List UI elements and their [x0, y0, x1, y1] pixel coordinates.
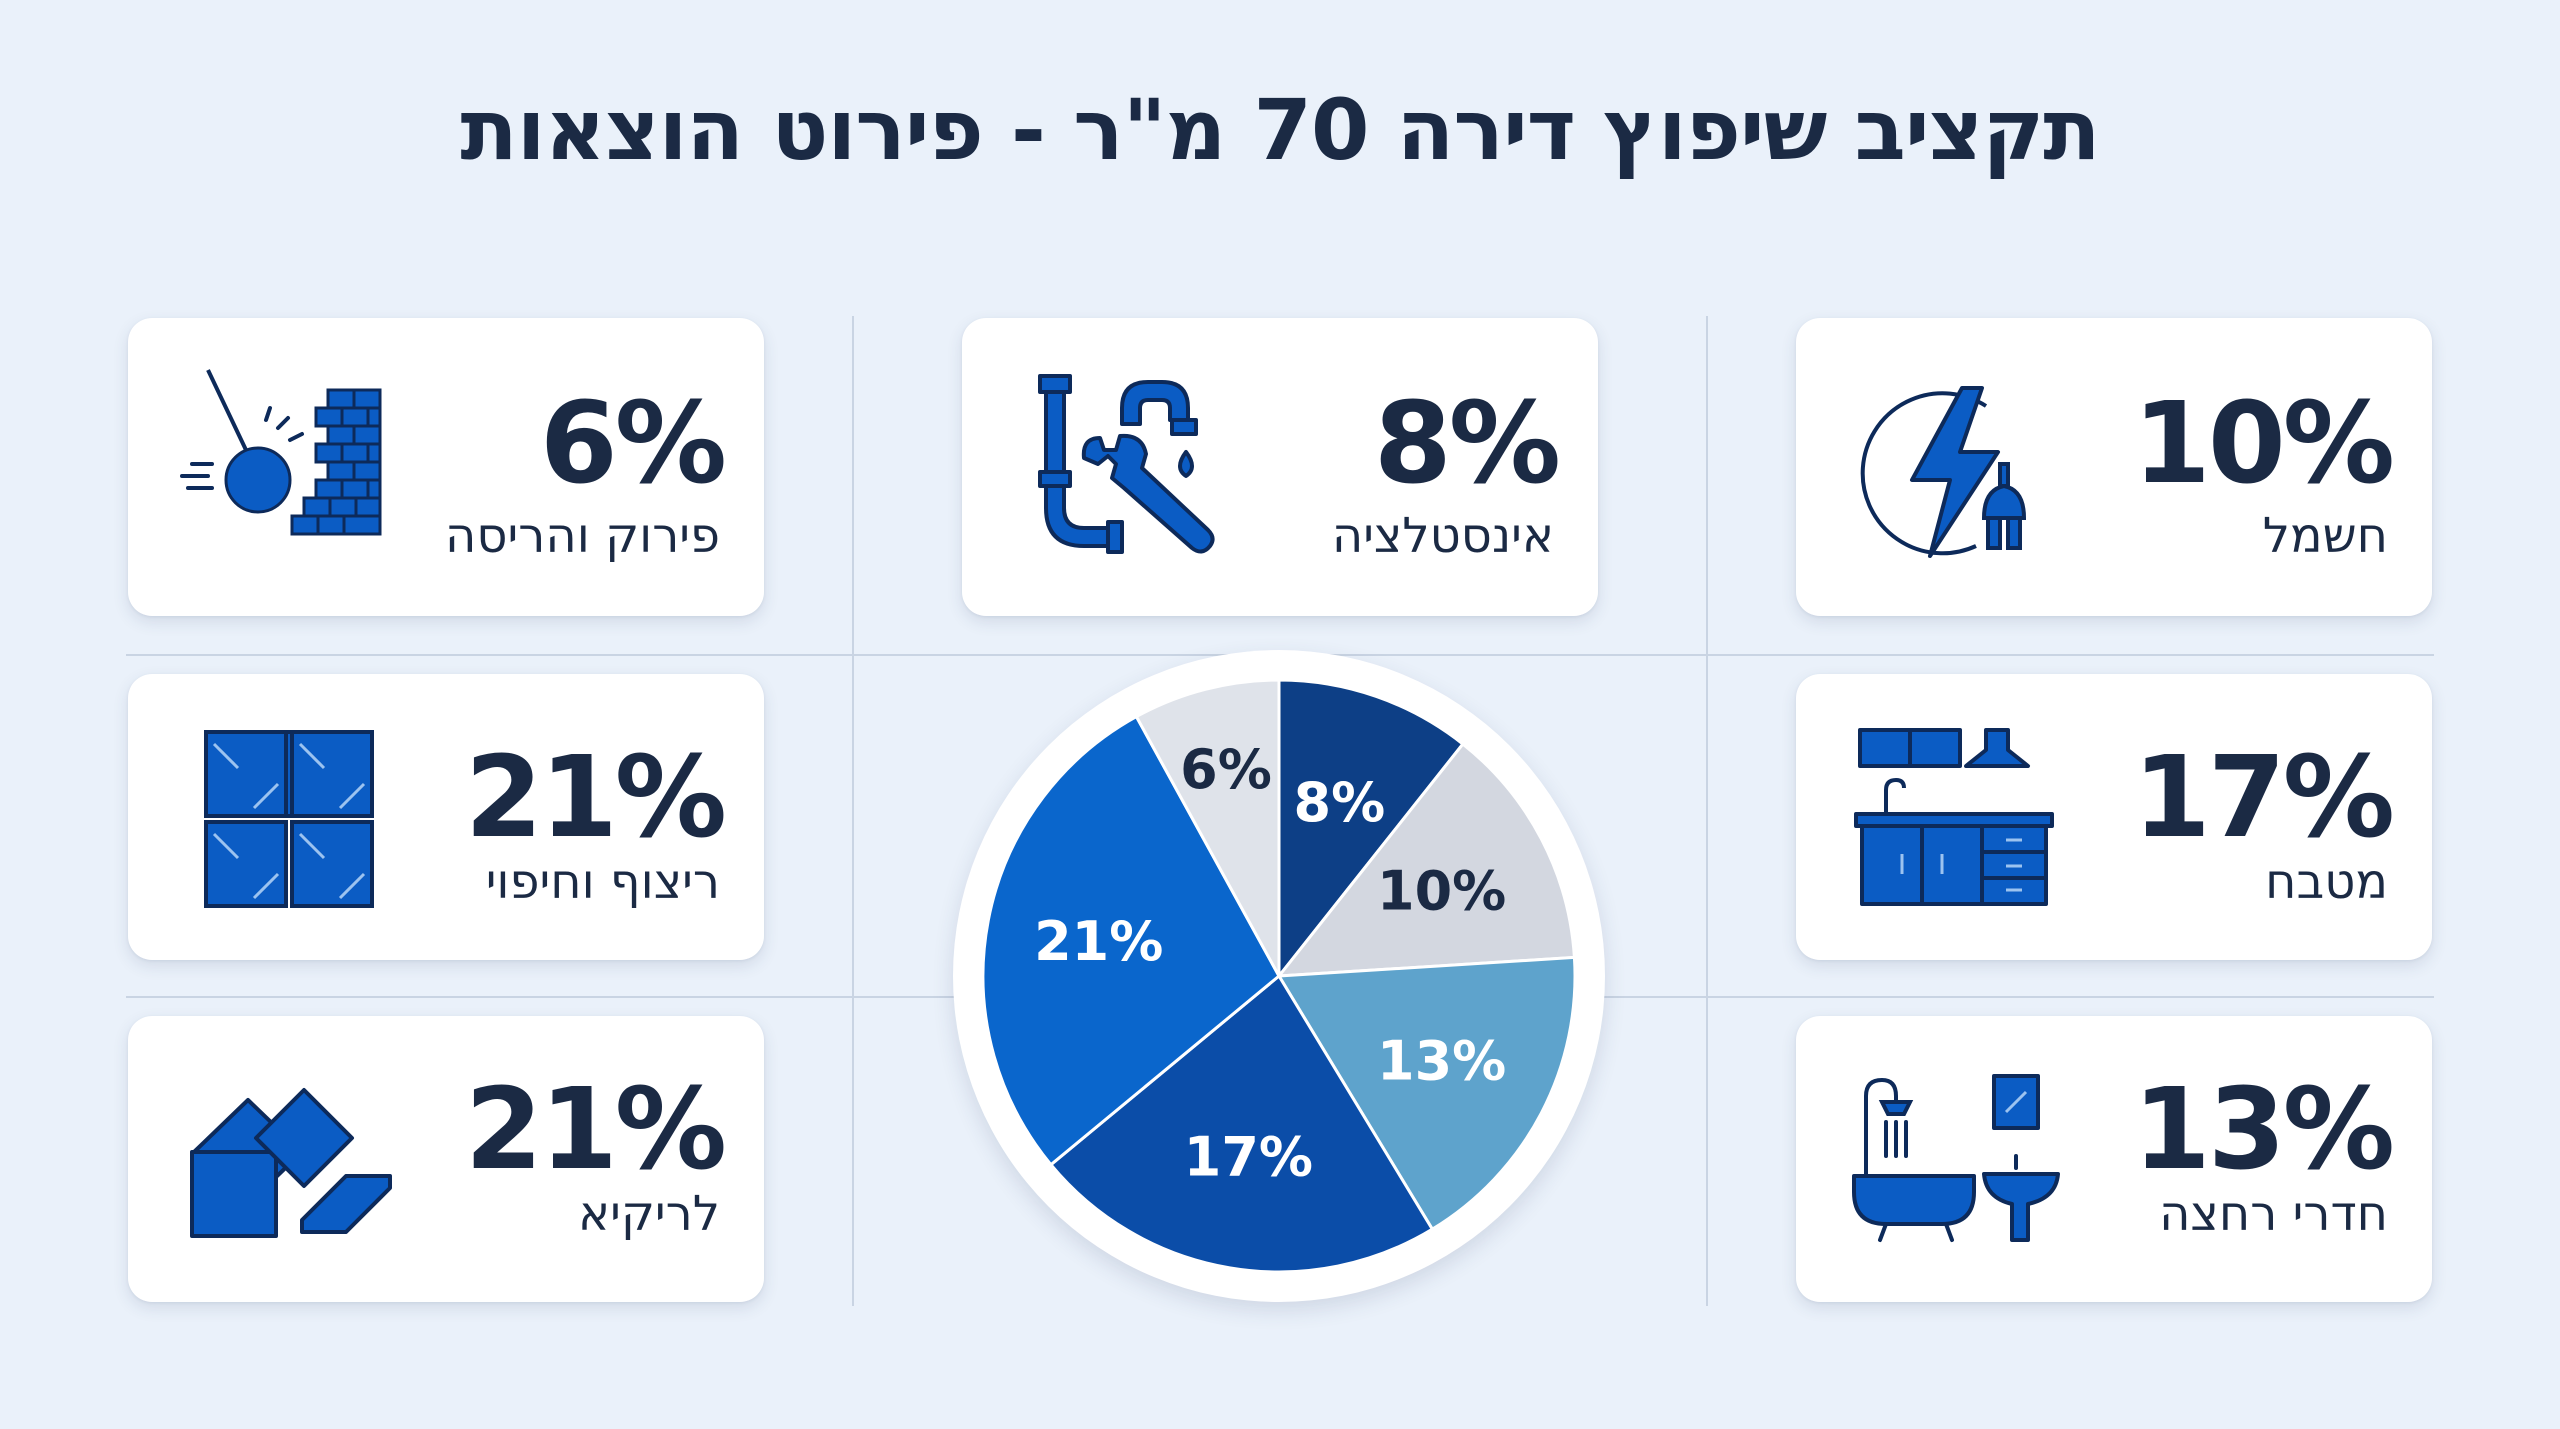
card-tiling: 21% ריצוף וחיפוי	[128, 674, 764, 960]
kitchen-cabinets-icon	[1854, 728, 2054, 906]
card-plumbing: 8% אינסטלציה	[962, 318, 1598, 616]
card-electric: 10% חשמל	[1796, 318, 2432, 616]
card-percent: 13%	[2132, 1065, 2395, 1195]
lightning-plug-icon	[1860, 386, 2027, 558]
stacked-tiles-icon	[190, 1088, 392, 1238]
card-label: ריצוף וחיפוי	[485, 854, 720, 910]
pie-chart-svg: 8% 10% 13% 17% 21% 6%	[981, 678, 1577, 1274]
card-percent: 6%	[539, 379, 727, 509]
card-bathrooms: 13% חדרי רחצה	[1796, 1016, 2432, 1302]
floor-tiles-icon	[204, 730, 374, 908]
card-label: אינסטלציה	[1331, 508, 1554, 564]
card-percent: 8%	[1373, 379, 1561, 509]
card-label: חדרי רחצה	[2159, 1186, 2388, 1242]
card-label: פירוק והריסה	[445, 508, 720, 564]
grid-divider-vertical-right	[1706, 316, 1708, 1306]
page-title: תקציב שיפוץ דירה 70 מ"ר - פירוט הוצאות	[460, 81, 2100, 179]
pie-slice-label-5: 6%	[1180, 738, 1272, 801]
pie-slice-label-3: 17%	[1184, 1125, 1313, 1188]
bathtub-sink-icon	[1852, 1074, 2060, 1242]
pie-slice-label-0: 8%	[1294, 771, 1386, 834]
pipe-wrench-icon	[1038, 374, 1215, 554]
pie-slice-5	[1134, 678, 1281, 977]
pie-slice-label-2: 13%	[1377, 1030, 1506, 1093]
card-demolition: 6% פירוק והריסה	[128, 318, 764, 616]
wrecking-ball-wall-icon	[180, 369, 382, 536]
card-percent: 21%	[464, 733, 727, 863]
card-label: חשמל	[2262, 508, 2388, 564]
pie-slice-4	[981, 714, 1281, 1167]
pie-slice-1	[1275, 741, 1577, 978]
card-percent: 10%	[2132, 379, 2395, 509]
pie-slice-label-1: 10%	[1377, 859, 1506, 922]
card-plaster: 21% לריקיא	[128, 1016, 764, 1302]
card-label: מטבח	[2265, 854, 2388, 910]
pie-slice-0	[1277, 678, 1465, 981]
pie-slice-2	[1276, 955, 1577, 1232]
pie-slice-label-4: 21%	[1034, 910, 1163, 973]
card-percent: 17%	[2132, 733, 2395, 863]
pie-chart: 8% 10% 13% 17% 21% 6%	[953, 650, 1605, 1302]
pie-slice-3	[1048, 973, 1435, 1274]
card-label: לריקיא	[578, 1186, 720, 1242]
card-percent: 21%	[464, 1065, 727, 1195]
card-kitchen: 17% מטבח	[1796, 674, 2432, 960]
grid-divider-vertical-left	[852, 316, 854, 1306]
